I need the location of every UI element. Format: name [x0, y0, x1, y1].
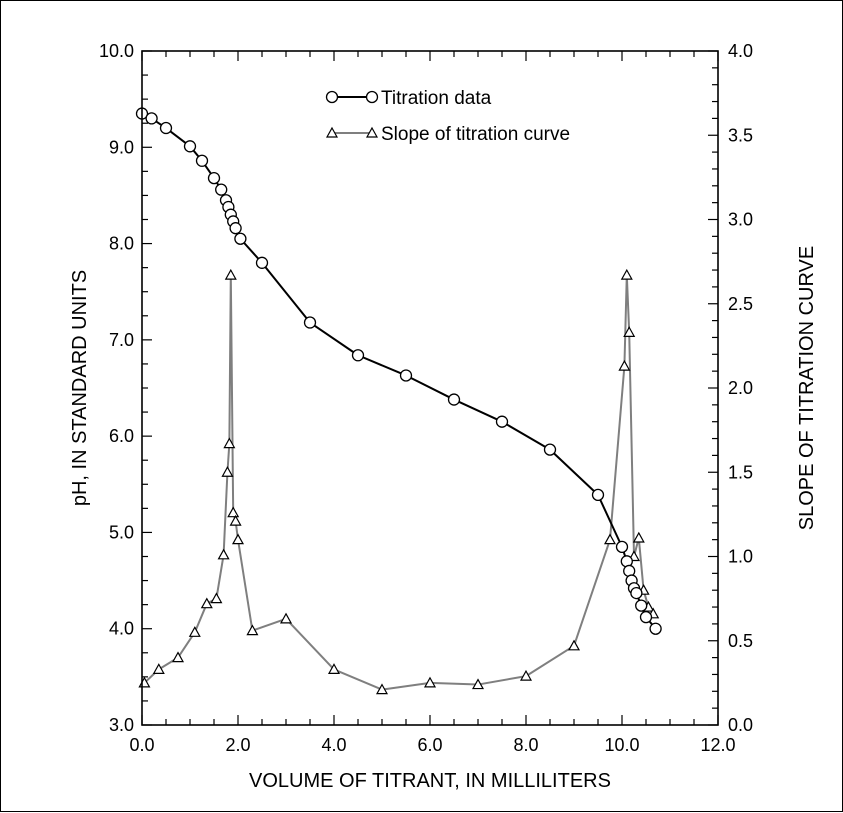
legend-titration-marker-1	[325, 90, 339, 104]
y-left-tick-label: 6.0	[109, 426, 134, 446]
slope-point	[618, 359, 631, 371]
slope-point	[423, 676, 437, 688]
titration-point	[183, 140, 197, 153]
y-left-tick-label: 4.0	[109, 619, 134, 639]
slope-point	[223, 437, 236, 449]
slope-point	[231, 533, 245, 545]
legend-entry-slope: Slope of titration curve	[325, 124, 570, 145]
slope-point	[327, 663, 341, 674]
y-right-tick-label: 1.0	[728, 547, 753, 567]
slope-point	[471, 678, 485, 690]
y-right-tick-label: 1.5	[728, 462, 753, 482]
titration-point	[195, 154, 209, 167]
y-left-tick-label: 5.0	[109, 522, 134, 542]
legend: Titration data Slope of titration curve	[325, 88, 570, 145]
titration-point	[351, 349, 365, 362]
x-tick-label: 12.0	[700, 735, 735, 755]
slope-point	[246, 624, 259, 636]
tick-labels: 0.0 2.0 4.0 6.0 8.0 10.0 12.0 3.0 4.0 5.0 6.0 7.0 8.…	[99, 41, 753, 755]
titration-point	[159, 121, 173, 135]
slope-point	[224, 268, 237, 280]
slope-point	[567, 639, 581, 651]
titration-point	[229, 222, 242, 235]
titration-point	[591, 488, 605, 502]
titration-point	[207, 171, 221, 185]
x-tick-label: 2.0	[225, 735, 250, 755]
y-left-tick-label: 3.0	[109, 715, 134, 735]
titration-point	[399, 369, 413, 382]
legend-slope-marker-1	[325, 126, 339, 138]
y-right-tick-label: 0.5	[728, 631, 753, 651]
titration-point	[303, 316, 317, 329]
slope-point	[603, 533, 617, 545]
legend-slope-marker-2	[365, 126, 379, 138]
x-tick-label: 4.0	[321, 735, 346, 755]
x-axis-title: VOLUME OF TITRANT, IN MILLILITERS	[249, 770, 611, 792]
legend-titration-label: Titration data	[381, 88, 492, 109]
titration-point	[649, 622, 662, 635]
titration-point	[615, 540, 629, 554]
x-tick-label: 10.0	[604, 735, 639, 755]
slope-point	[188, 626, 201, 637]
x-tick-label: 8.0	[513, 735, 538, 755]
titration-point	[234, 232, 247, 245]
titration-point	[255, 256, 269, 269]
slope-point	[519, 669, 533, 681]
legend-titration-marker-2	[365, 90, 379, 104]
titration-point	[215, 183, 228, 196]
y-right-tick-label: 3.0	[728, 210, 753, 230]
series-layer	[135, 107, 662, 695]
titration-point	[145, 112, 158, 125]
plot-area-border	[141, 50, 719, 726]
y-left-tick-label: 9.0	[109, 137, 134, 157]
y-right-tick-label: 2.0	[728, 378, 753, 398]
titration-point	[639, 611, 653, 624]
titration-point	[495, 415, 509, 428]
slope-point	[620, 268, 633, 280]
y-left-tick-label: 10.0	[99, 41, 134, 61]
legend-entry-titration: Titration data	[325, 88, 492, 109]
x-tick-label: 0.0	[129, 735, 154, 755]
titration-point	[543, 443, 557, 456]
slope-point	[221, 466, 234, 477]
slope-point	[171, 651, 185, 663]
titration-point	[635, 599, 648, 612]
slope-point	[229, 514, 242, 526]
y-axis-left-title: pH, IN STANDARD UNITS	[69, 270, 91, 506]
legend-slope-label: Slope of titration curve	[381, 124, 570, 145]
titration-point	[447, 393, 461, 406]
y-left-tick-label: 7.0	[109, 330, 134, 350]
y-axis-right-title: SLOPE OF TITRATION CURVE	[796, 246, 818, 531]
y-right-tick-label: 2.5	[728, 294, 753, 314]
slope-point	[217, 548, 230, 560]
slope-point	[210, 592, 223, 604]
slope-point	[200, 597, 213, 609]
slope-point	[152, 663, 165, 674]
slope-point	[227, 506, 240, 518]
slope-series-line	[143, 274, 655, 691]
slope-point	[632, 531, 645, 543]
y-left-tick-label: 8.0	[109, 234, 134, 254]
titration-point	[630, 586, 643, 600]
y-right-tick-label: 0.0	[728, 715, 753, 735]
y-right-tick-label: 4.0	[728, 41, 753, 61]
slope-point	[375, 683, 389, 695]
y-right-tick-label: 3.5	[728, 125, 753, 145]
slope-point	[279, 612, 293, 624]
x-tick-label: 6.0	[417, 735, 442, 755]
slope-point	[623, 326, 636, 337]
